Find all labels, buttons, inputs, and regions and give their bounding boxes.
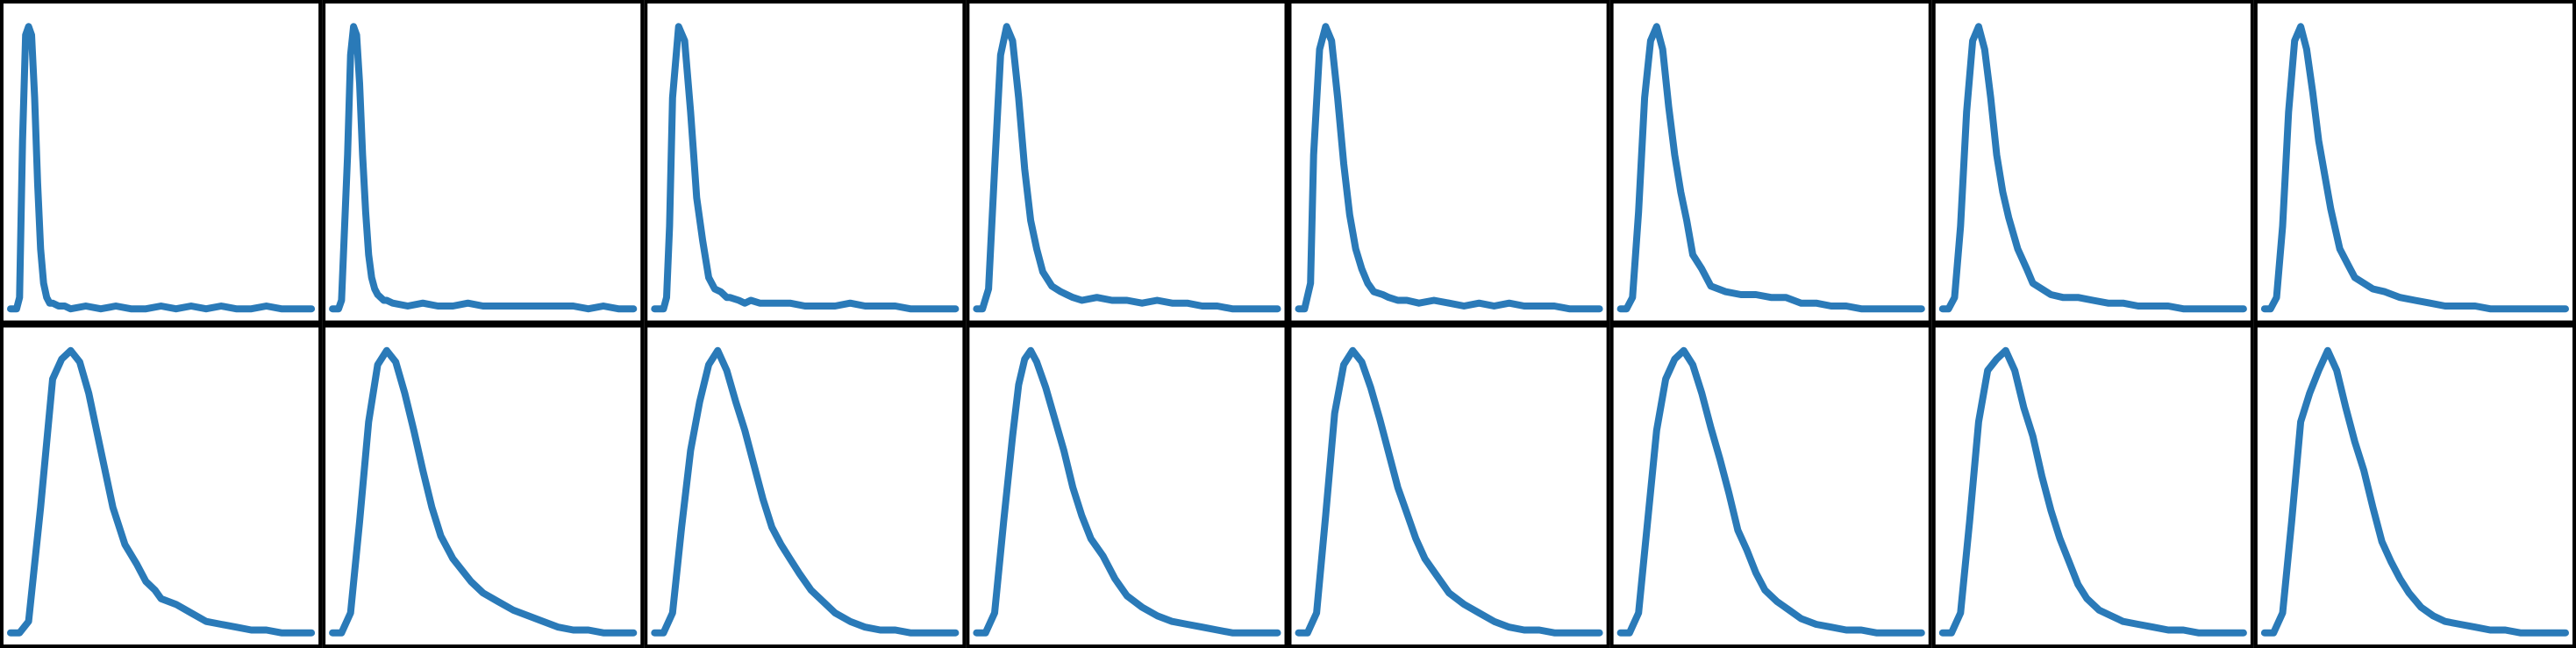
- series-line: [329, 346, 638, 637]
- series-line: [973, 346, 1281, 637]
- series-line: [7, 346, 316, 637]
- series-line: [7, 23, 316, 313]
- panel-15: [1931, 324, 2254, 648]
- panel-8: [2253, 0, 2576, 324]
- panel-2: [322, 0, 645, 324]
- series-line: [329, 23, 638, 313]
- panel-frame: [0, 0, 323, 324]
- panel-9: [0, 324, 323, 648]
- panel-5: [1288, 0, 1610, 324]
- series-line: [1938, 23, 2247, 313]
- panel-frame: [2253, 324, 2576, 648]
- series-line: [651, 23, 960, 313]
- series-line: [2260, 23, 2569, 313]
- series-line: [1295, 346, 1603, 637]
- panel-3: [644, 0, 967, 324]
- series-line: [2260, 346, 2569, 637]
- series-line: [1616, 23, 1925, 313]
- panel-16: [2253, 324, 2576, 648]
- panel-13: [1288, 324, 1610, 648]
- series-line: [651, 346, 960, 637]
- series-line: [973, 23, 1281, 313]
- panel-frame: [322, 324, 645, 648]
- series-line: [1295, 23, 1603, 313]
- panel-1: [0, 0, 323, 324]
- panel-6: [1609, 0, 1932, 324]
- panel-frame: [644, 324, 967, 648]
- series-line: [1938, 346, 2247, 637]
- panel-frame: [322, 0, 645, 324]
- panel-7: [1931, 0, 2254, 324]
- panel-frame: [1288, 324, 1610, 648]
- panel-12: [966, 324, 1288, 648]
- panel-10: [322, 324, 645, 648]
- series-line: [1616, 346, 1925, 637]
- panel-14: [1609, 324, 1932, 648]
- panel-frame: [1931, 324, 2254, 648]
- panel-frame: [1288, 0, 1610, 324]
- panel-frame: [644, 0, 967, 324]
- panel-4: [966, 0, 1288, 324]
- panel-11: [644, 324, 967, 648]
